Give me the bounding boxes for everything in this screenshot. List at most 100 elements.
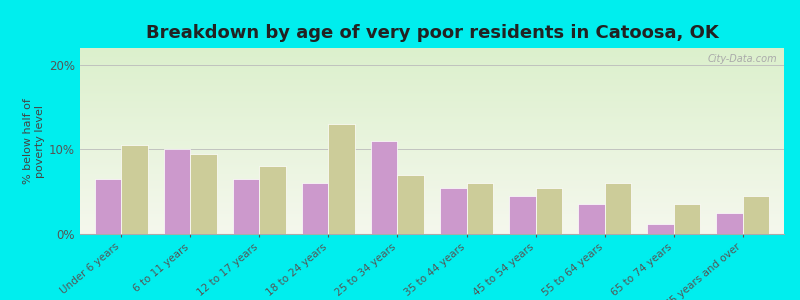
Bar xyxy=(80,71,784,72)
Bar xyxy=(80,121,784,122)
Bar xyxy=(80,73,784,74)
Bar xyxy=(164,149,190,234)
Bar xyxy=(80,216,784,217)
Bar xyxy=(80,107,784,108)
Text: City-Data.com: City-Data.com xyxy=(707,54,777,64)
Bar xyxy=(80,193,784,194)
Bar xyxy=(80,54,784,55)
Bar xyxy=(80,132,784,133)
Bar xyxy=(80,134,784,135)
Bar xyxy=(80,49,784,50)
Bar xyxy=(80,65,784,66)
Bar xyxy=(80,195,784,196)
Bar xyxy=(80,79,784,80)
Bar xyxy=(80,198,784,199)
Bar xyxy=(80,88,784,89)
Bar xyxy=(80,75,784,76)
Bar xyxy=(80,160,784,161)
Bar xyxy=(80,155,784,156)
Bar xyxy=(80,168,784,169)
Bar xyxy=(80,130,784,131)
Bar xyxy=(80,86,784,87)
Bar xyxy=(80,127,784,128)
Bar xyxy=(80,129,784,130)
Bar xyxy=(80,59,784,60)
Bar xyxy=(80,142,784,143)
Bar xyxy=(80,227,784,228)
Bar xyxy=(80,219,784,220)
Bar xyxy=(80,136,784,137)
Bar xyxy=(80,192,784,193)
Bar xyxy=(80,52,784,54)
Bar xyxy=(80,197,784,198)
Bar xyxy=(80,218,784,219)
Bar xyxy=(80,137,784,138)
Bar xyxy=(80,118,784,119)
Bar xyxy=(80,114,784,115)
Bar xyxy=(80,217,784,218)
Bar xyxy=(80,89,784,90)
Bar xyxy=(80,224,784,225)
Bar xyxy=(80,194,784,195)
Bar xyxy=(80,106,784,107)
Bar xyxy=(80,230,784,231)
Bar xyxy=(80,126,784,127)
Bar xyxy=(80,70,784,71)
Bar xyxy=(80,165,784,166)
Bar xyxy=(80,135,784,136)
Bar xyxy=(80,232,784,233)
Bar xyxy=(80,58,784,59)
Bar xyxy=(80,90,784,91)
Bar xyxy=(80,120,784,121)
Bar xyxy=(80,169,784,170)
Bar xyxy=(80,87,784,88)
Bar xyxy=(80,66,784,67)
Title: Breakdown by age of very poor residents in Catoosa, OK: Breakdown by age of very poor residents … xyxy=(146,24,718,42)
Y-axis label: % below half of
poverty level: % below half of poverty level xyxy=(23,98,45,184)
Bar xyxy=(80,166,784,167)
Bar xyxy=(259,167,286,234)
Bar xyxy=(80,182,784,183)
Bar xyxy=(80,52,784,53)
Bar xyxy=(80,167,784,168)
Bar xyxy=(80,160,784,161)
Bar xyxy=(440,188,466,234)
Bar xyxy=(80,225,784,226)
Bar xyxy=(80,207,784,208)
Bar xyxy=(80,189,784,190)
Bar xyxy=(80,154,784,155)
Bar xyxy=(80,220,784,221)
Bar xyxy=(80,77,784,78)
Bar xyxy=(80,141,784,142)
Bar xyxy=(80,231,784,232)
Bar xyxy=(80,153,784,154)
Bar xyxy=(234,179,259,234)
Bar xyxy=(80,226,784,227)
Bar xyxy=(80,181,784,182)
Bar xyxy=(80,185,784,186)
Bar xyxy=(80,78,784,79)
Bar xyxy=(80,145,784,146)
Bar xyxy=(80,72,784,73)
Bar xyxy=(80,103,784,104)
Bar xyxy=(80,61,784,62)
Bar xyxy=(80,215,784,216)
Bar xyxy=(80,111,784,112)
Bar xyxy=(80,93,784,94)
Bar xyxy=(647,224,674,234)
Bar xyxy=(80,123,784,124)
Bar xyxy=(80,64,784,65)
Bar xyxy=(80,124,784,125)
Bar xyxy=(80,67,784,68)
Bar xyxy=(80,133,784,134)
Bar xyxy=(80,97,784,98)
Bar xyxy=(80,83,784,84)
Bar xyxy=(80,96,784,97)
Bar xyxy=(80,122,784,123)
Bar xyxy=(80,151,784,152)
Bar xyxy=(80,148,784,149)
Bar xyxy=(80,82,784,83)
Bar xyxy=(80,51,784,52)
Bar xyxy=(80,233,784,234)
Bar xyxy=(80,131,784,132)
